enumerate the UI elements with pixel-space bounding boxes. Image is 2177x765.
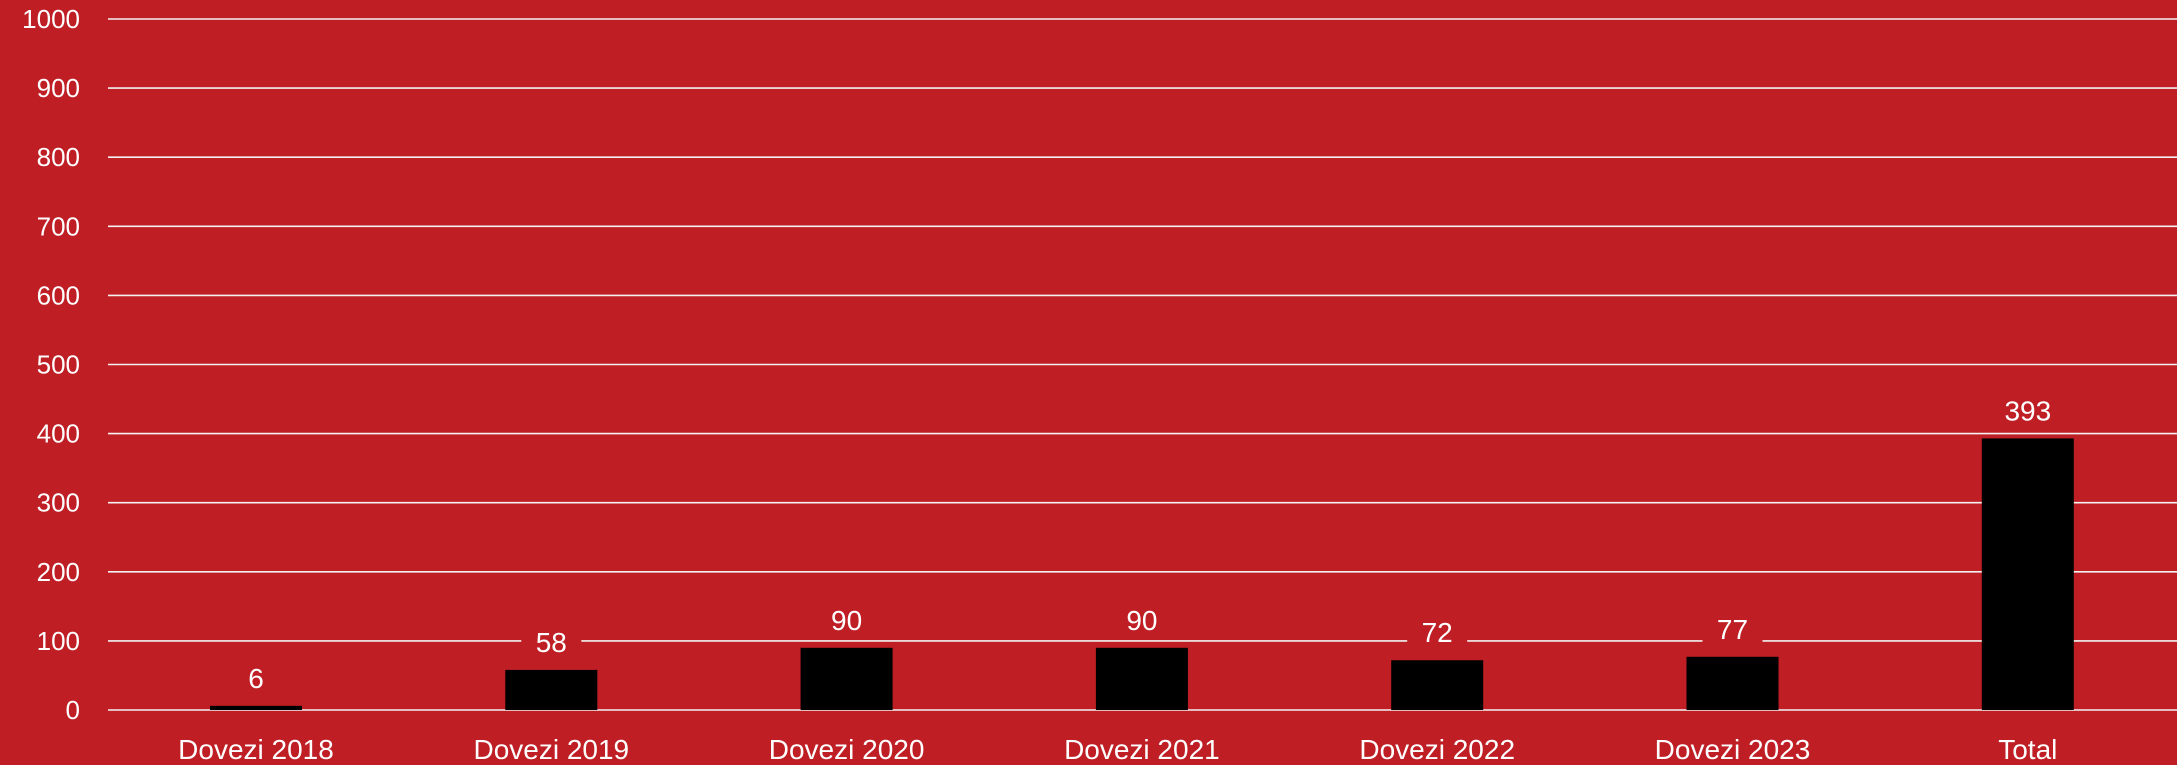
gridlines <box>108 18 2177 711</box>
x-tick-label-2: Dovezi 2019 <box>473 734 629 765</box>
bar-4 <box>1095 647 1188 710</box>
y-tick-label: 900 <box>37 73 80 103</box>
x-tick-label-1: Dovezi 2018 <box>178 734 334 765</box>
y-tick-label: 300 <box>37 488 80 518</box>
bar-6 <box>1686 656 1779 710</box>
y-tick-label: 1000 <box>22 4 80 34</box>
data-label-background <box>816 601 877 640</box>
data-labels: 6 58 90 90 72 77 393 <box>226 392 2065 698</box>
y-tick-label: 400 <box>37 419 80 449</box>
y-tick-label: 100 <box>37 626 80 656</box>
data-label-4: 90 <box>1126 605 1157 636</box>
data-label-background <box>1702 610 1763 649</box>
bar-2 <box>505 669 598 710</box>
bar-5 <box>1391 660 1484 710</box>
data-label-3: 90 <box>831 605 862 636</box>
bars <box>210 438 2074 710</box>
x-tick-label-4: Dovezi 2021 <box>1064 734 1220 765</box>
y-tick-label: 200 <box>37 557 80 587</box>
bar-1 <box>210 705 302 710</box>
data-label-background <box>1990 392 2065 431</box>
x-axis-tick-labels: Dovezi 2018 Dovezi 2019 Dovezi 2020 Dovezi … <box>178 734 2057 765</box>
data-label-7: 393 <box>2004 395 2051 426</box>
x-tick-label-7: Total <box>1998 734 2057 765</box>
data-label-background <box>1111 601 1172 640</box>
y-tick-label: 500 <box>37 350 80 380</box>
data-label-background <box>1407 614 1468 653</box>
data-label-2: 58 <box>536 627 567 658</box>
data-label-background <box>521 623 582 662</box>
y-axis-tick-labels: 0 100 200 300 400 500 600 700 800 900 1000 <box>22 4 80 725</box>
data-label-6: 77 <box>1717 614 1748 645</box>
bar-3 <box>800 647 893 710</box>
bar-7 <box>1981 438 2074 710</box>
x-tick-label-6: Dovezi 2023 <box>1655 734 1811 765</box>
data-label-background <box>226 659 286 698</box>
x-tick-label-3: Dovezi 2020 <box>769 734 925 765</box>
data-label-1: 6 <box>248 663 264 694</box>
y-tick-label: 0 <box>66 695 80 725</box>
y-tick-label: 800 <box>37 142 80 172</box>
y-tick-label: 700 <box>37 211 80 241</box>
data-label-5: 72 <box>1422 617 1453 648</box>
y-tick-label: 600 <box>37 280 80 310</box>
x-tick-label-5: Dovezi 2022 <box>1359 734 1515 765</box>
